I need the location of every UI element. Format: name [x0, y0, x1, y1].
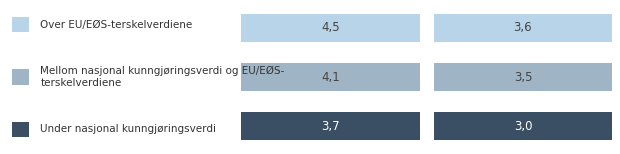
- FancyBboxPatch shape: [241, 63, 420, 91]
- FancyBboxPatch shape: [241, 14, 420, 42]
- FancyBboxPatch shape: [433, 63, 613, 91]
- Text: 4,1: 4,1: [321, 71, 340, 83]
- FancyBboxPatch shape: [12, 17, 29, 32]
- FancyBboxPatch shape: [12, 122, 29, 137]
- Text: Mellom nasjonal kunngjøringsverdi og EU/EØS-
terskelverdiene: Mellom nasjonal kunngjøringsverdi og EU/…: [40, 66, 285, 88]
- FancyBboxPatch shape: [241, 112, 420, 140]
- FancyBboxPatch shape: [12, 69, 29, 85]
- FancyBboxPatch shape: [433, 112, 613, 140]
- Text: 3,6: 3,6: [513, 21, 532, 34]
- Text: 3,7: 3,7: [321, 120, 340, 133]
- Text: Over EU/EØS-terskelverdiene: Over EU/EØS-terskelverdiene: [40, 20, 193, 30]
- Text: 4,5: 4,5: [321, 21, 340, 34]
- Text: Under nasjonal kunngjøringsverdi: Under nasjonal kunngjøringsverdi: [40, 124, 216, 134]
- Text: 3,0: 3,0: [514, 120, 532, 133]
- Text: 3,5: 3,5: [514, 71, 532, 83]
- FancyBboxPatch shape: [433, 14, 613, 42]
